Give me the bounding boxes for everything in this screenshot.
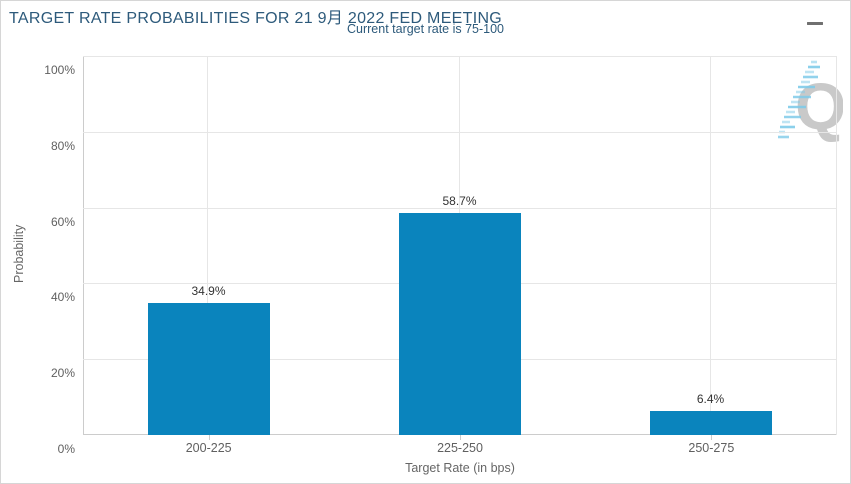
y-axis-line xyxy=(83,56,84,435)
y-gridline xyxy=(83,56,836,57)
y-gridline xyxy=(83,131,836,133)
chart-title: TARGET RATE PROBABILITIES FOR 21 9月 2022… xyxy=(9,10,503,27)
y-tick-label: 80% xyxy=(50,138,75,153)
plot-area: 34.9% 58.7% 6.4% xyxy=(83,56,837,435)
bar-value-label: 34.9% xyxy=(191,283,226,298)
x-axis-title: Target Rate (in bps) xyxy=(405,461,515,475)
chart-subtitle: Current target rate is 75-100 xyxy=(346,22,505,36)
y-gridline xyxy=(83,207,836,209)
x-tick-mark xyxy=(711,435,713,440)
y-tick-label: 0% xyxy=(57,442,75,456)
bar-value-label: 6.4% xyxy=(696,391,725,406)
x-tick-label: 200-225 xyxy=(185,441,232,455)
x-tick-mark xyxy=(460,435,461,440)
x-tick-mark xyxy=(208,435,210,440)
x-tick-label: 250-275 xyxy=(688,441,735,455)
bar-250-275[interactable] xyxy=(649,410,772,435)
x-gridline xyxy=(207,56,209,435)
bar-value-label: 58.7% xyxy=(442,193,477,208)
y-tick-label: 40% xyxy=(50,290,75,305)
y-axis-title: Probability xyxy=(12,224,26,283)
bar-200-225[interactable] xyxy=(147,302,270,435)
bar-225-250[interactable] xyxy=(398,212,521,435)
x-gridline xyxy=(709,56,711,435)
y-tick-label: 60% xyxy=(50,214,75,229)
chart-context-menu-button[interactable] xyxy=(807,7,837,25)
x-tick-label: 225-250 xyxy=(437,441,483,455)
y-tick-label: 100% xyxy=(44,63,75,77)
y-tick-label: 20% xyxy=(50,366,75,381)
